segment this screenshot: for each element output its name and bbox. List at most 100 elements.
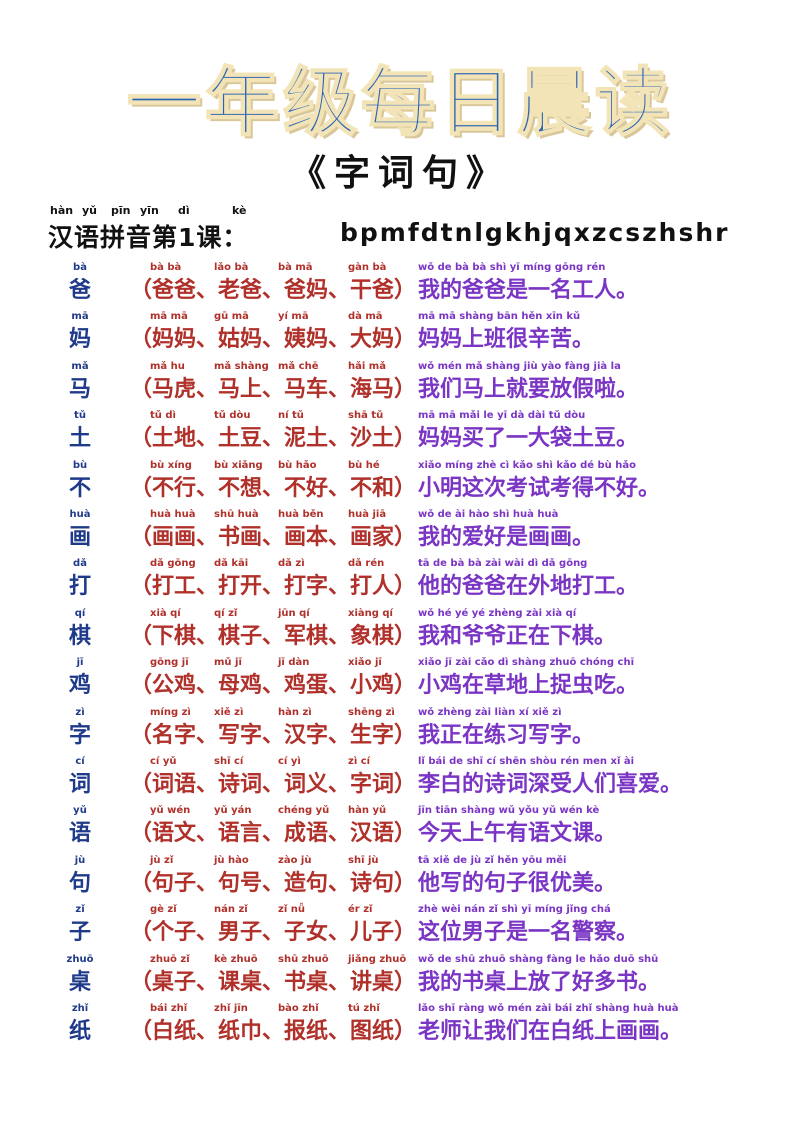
char: 鸡 <box>68 673 91 699</box>
lesson-letters: bpmfdtnlgkhjqxzcszhshr <box>340 218 730 247</box>
sentence-pinyin: wǒ de shū zhuō shàng fàng le hǎo duō shū <box>418 953 659 965</box>
char-pinyin: huà <box>69 509 91 520</box>
word-pinyin: jiǎng zhuō <box>348 953 407 965</box>
char-pinyin: yǔ <box>73 805 87 817</box>
char-cell: zǐ 子 <box>64 904 96 948</box>
word-pinyin: bù hǎo <box>278 459 317 471</box>
char: 句 <box>68 870 91 896</box>
word-pinyin: bà mā <box>278 262 313 273</box>
word-pinyin: lǎo bà <box>214 262 249 273</box>
sentence: 小明这次考试考得不好。 <box>418 475 661 501</box>
words-cell: tǔ dì tǔ dòu ní tǔ shā tǔ （土地、土豆、泥土、沙土） <box>130 410 416 454</box>
words-pinyin: gōng jī mǔ jī jī dàn xiǎo jī <box>130 657 410 671</box>
sentence: 这位男子是一名警察。 <box>418 920 639 946</box>
lesson-label: 汉语拼音第1课： <box>48 223 249 252</box>
word-pinyin: cí yǔ <box>150 756 177 767</box>
word-pinyin: mǎ hu <box>150 360 185 372</box>
words: （桌子、课桌、书桌、讲桌） <box>130 969 417 995</box>
char-row: zǐ 子 gè zǐ nán zǐ zǐ nǚ ér zǐ （个子、男子、子女、儿子） zhè… <box>0 904 800 954</box>
sentence-cell: lǎo shī ràng wǒ mén zài bái zhǐ shàng hu… <box>418 1003 788 1047</box>
sentence: 我们马上就要放假啦。 <box>418 376 639 402</box>
word-pinyin: bào zhǐ <box>278 1003 319 1014</box>
word-pinyin: kè zhuō <box>214 953 258 965</box>
sentence: 我和爷爷正在下棋。 <box>418 623 617 649</box>
words: （语文、语言、成语、汉语） <box>130 821 417 847</box>
char: 语 <box>68 821 91 847</box>
words-pinyin: mā mā gū mā yí mā dà mā <box>130 311 410 325</box>
char-pinyin: qí <box>74 607 86 619</box>
char: 马 <box>68 376 91 402</box>
sentence-cell: mā mā shàng bān hěn xīn kǔ 妈妈上班很辛苦。 <box>418 311 788 355</box>
words-pinyin: gè zǐ nán zǐ zǐ nǚ ér zǐ <box>130 904 410 918</box>
char-row: bù 不 bù xíng bù xiǎng bù hǎo bù hé （不行、不想、不好、不… <box>0 460 800 510</box>
char: 字 <box>68 722 91 748</box>
words-cell: zhuō zǐ kè zhuō shū zhuō jiǎng zhuō （桌子、课桌、书… <box>130 953 417 998</box>
sentence: 妈妈买了一大袋土豆。 <box>418 426 639 452</box>
sentence-pinyin: lǐ bái de shī cí shēn shòu rén men xǐ ài <box>418 756 635 767</box>
char-pinyin: jī <box>76 657 84 669</box>
sentence-pinyin: mā mā mǎi le yī dà dài tǔ dòu <box>418 410 586 422</box>
char-cell: zhǐ 纸 <box>64 1003 96 1047</box>
sentence-cell: mā mā mǎi le yī dà dài tǔ dòu 妈妈买了一大袋土豆。 <box>418 410 788 454</box>
words-pinyin: huà huà shū huà huà běn huà jiā <box>130 509 410 523</box>
char-row: bà 爸 bà bà lǎo bà bà mā gàn bà （爸爸、老爸、爸妈、干爸） wǒ… <box>0 262 800 312</box>
words-pinyin: yǔ wén yǔ yán chéng yǔ hàn yǔ <box>130 805 410 819</box>
char-cell: huà 画 <box>64 509 96 553</box>
char: 桌 <box>68 969 91 995</box>
char-row: huà 画 huà huà shū huà huà běn huà jiā （画画、书画、画… <box>0 509 800 559</box>
sentence-cell: wǒ hé yé yé zhèng zài xià qí 我和爷爷正在下棋。 <box>418 608 788 652</box>
words-cell: cí yǔ shī cí cí yì zì cí （词语、诗词、词义、字词） <box>130 756 416 800</box>
word-pinyin: huà jiā <box>348 509 387 520</box>
sentence: 小鸡在草地上捉虫吃。 <box>418 673 639 699</box>
char: 纸 <box>68 1019 91 1044</box>
lesson-pinyin: kè <box>232 204 247 217</box>
char-pinyin: mā <box>71 311 89 323</box>
lesson-pinyin: yǔ <box>82 204 98 217</box>
words: （不行、不想、不好、不和） <box>130 475 417 501</box>
words-cell: huà huà shū huà huà běn huà jiā （画画、书画、画本、画家… <box>130 509 416 553</box>
word-pinyin: xiǎo jī <box>348 657 382 669</box>
char-row: cí 词 cí yǔ shī cí cí yì zì cí （词语、诗词、词义、字词） lǐ … <box>0 756 800 806</box>
char-pinyin: tǔ <box>74 410 86 422</box>
char-row: zì 字 míng zì xiě zì hàn zì shēng zì （名字、写字、汉字、… <box>0 707 800 757</box>
word-pinyin: xiě zì <box>214 706 244 718</box>
word-pinyin: gè zǐ <box>150 904 177 916</box>
char-cell: mǎ 马 <box>64 361 96 405</box>
char: 词 <box>68 772 91 797</box>
words-cell: bái zhǐ zhǐ jīn bào zhǐ tú zhǐ （白纸、纸巾、报纸、图纸） <box>130 1003 416 1047</box>
char-row: yǔ 语 yǔ wén yǔ yán chéng yǔ hàn yǔ （语文、语言、成语、汉… <box>0 805 800 855</box>
char-pinyin: dǎ <box>73 558 87 570</box>
word-pinyin: dǎ gōng <box>150 558 196 570</box>
char-row: zhǐ 纸 bái zhǐ zhǐ jīn bào zhǐ tú zhǐ （白纸、纸巾、报纸… <box>0 1003 800 1053</box>
sentence-cell: wǒ de ài hào shì huà huà 我的爱好是画画。 <box>418 509 788 553</box>
char-cell: dǎ 打 <box>64 558 96 602</box>
sentence-pinyin: tā xiě de jù zǐ hěn yōu měi <box>418 854 567 866</box>
sentence-cell: xiǎo míng zhè cì kǎo shì kǎo dé bù hǎo 小明… <box>418 460 788 504</box>
sentence-pinyin: mā mā shàng bān hěn xīn kǔ <box>418 311 581 323</box>
sentence: 妈妈上班很辛苦。 <box>418 327 595 353</box>
sentence: 我的书桌上放了好多书。 <box>418 969 661 995</box>
word-pinyin: shī jù <box>348 854 379 866</box>
char-cell: yǔ 语 <box>64 805 96 849</box>
char-cell: tǔ 土 <box>64 410 96 454</box>
word-pinyin: huà huà <box>150 509 196 520</box>
sentence: 今天上午有语文课。 <box>418 821 617 847</box>
word-pinyin: xiàng qí <box>348 607 393 619</box>
words-cell: gōng jī mǔ jī jī dàn xiǎo jī （公鸡、母鸡、鸡蛋、小鸡） <box>130 657 416 701</box>
words-cell: xià qí qí zǐ jūn qí xiàng qí （下棋、棋子、军棋、象棋） <box>130 607 416 652</box>
word-pinyin: tǔ dòu <box>214 410 251 422</box>
word-pinyin: cí yì <box>278 756 301 767</box>
words-cell: jù zǐ jù hào zào jù shī jù （句子、句号、造句、诗句） <box>130 854 416 899</box>
lesson-pinyin: hàn <box>50 204 74 217</box>
sentence-pinyin: wǒ hé yé yé zhèng zài xià qí <box>418 607 577 619</box>
char-row: mǎ 马 mǎ hu mǎ shàng mǎ chē hǎi mǎ （马虎、马上、马车、海马… <box>0 361 800 411</box>
sentence: 我的爸爸是一名工人。 <box>418 278 639 303</box>
sentence-pinyin: wǒ mén mǎ shàng jiù yào fàng jià la <box>418 360 621 372</box>
words: （妈妈、姑妈、姨妈、大妈） <box>130 327 417 353</box>
words-pinyin: bái zhǐ zhǐ jīn bào zhǐ tú zhǐ <box>130 1003 410 1017</box>
char-row: zhuō 桌 zhuō zǐ kè zhuō shū zhuō jiǎng zhuō （桌子… <box>0 954 800 1004</box>
char-cell: qí 棋 <box>64 608 96 652</box>
word-pinyin: ní tǔ <box>278 410 304 422</box>
word-pinyin: xià qí <box>150 607 181 619</box>
word-pinyin: shēng zì <box>348 706 395 718</box>
